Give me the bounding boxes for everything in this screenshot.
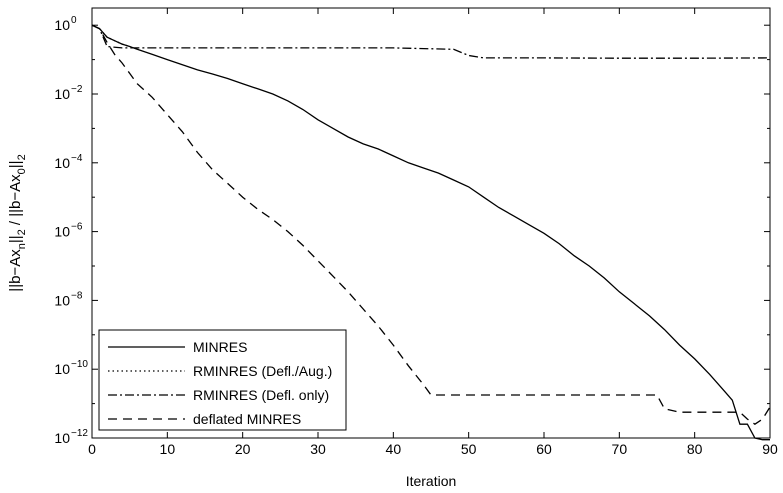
y-tick-label: 10 — [54, 86, 70, 102]
x-axis-label: Iteration — [406, 473, 457, 489]
legend-label: RMINRES (Defl. only) — [193, 387, 329, 403]
legend-label: MINRES — [193, 339, 247, 355]
y-tick-label: 10 — [54, 430, 70, 446]
y-tick-label: 10 — [54, 292, 70, 308]
y-tick-exponent: −2 — [71, 84, 83, 95]
legend-label: RMINRES (Defl./Aug.) — [193, 363, 332, 379]
y-tick-label: 10 — [54, 224, 70, 240]
y-tick-exponent: −8 — [71, 290, 83, 301]
y-tick-exponent: −6 — [71, 222, 83, 233]
y-tick-exponent: 0 — [71, 15, 77, 26]
x-tick-label: 10 — [160, 441, 176, 457]
series-line — [91, 24, 771, 59]
y-tick-label: 10 — [54, 17, 70, 33]
series-line — [91, 24, 770, 441]
legend-label: deflated MINRES — [193, 411, 301, 427]
x-tick-label: 40 — [386, 441, 402, 457]
y-axis-label: ||b−Axn||2 / ||b−Ax0||2 — [7, 154, 28, 291]
y-tick-label: 10 — [54, 361, 70, 377]
curves — [91, 24, 771, 441]
x-tick-label: 50 — [461, 441, 477, 457]
x-axis-ticks: 0 10 20 30 40 50 60 70 80 90 — [88, 8, 778, 457]
y-tick-exponent: −12 — [71, 428, 88, 439]
x-tick-label: 80 — [687, 441, 703, 457]
legend: MINRES RMINRES (Defl./Aug.) RMINRES (Defl.… — [98, 329, 347, 431]
series-line — [91, 24, 771, 425]
x-tick-label: 0 — [88, 441, 96, 457]
x-tick-label: 60 — [536, 441, 552, 457]
y-tick-exponent: −10 — [71, 359, 88, 370]
x-tick-label: 70 — [612, 441, 628, 457]
y-tick-exponent: −4 — [71, 153, 83, 164]
x-tick-label: 20 — [235, 441, 251, 457]
legend-items: MINRES RMINRES (Defl./Aug.) RMINRES (Defl.… — [108, 339, 332, 427]
series-line — [91, 24, 130, 48]
x-tick-label: 90 — [762, 441, 778, 457]
y-tick-label: 10 — [54, 155, 70, 171]
x-tick-label: 30 — [310, 441, 326, 457]
